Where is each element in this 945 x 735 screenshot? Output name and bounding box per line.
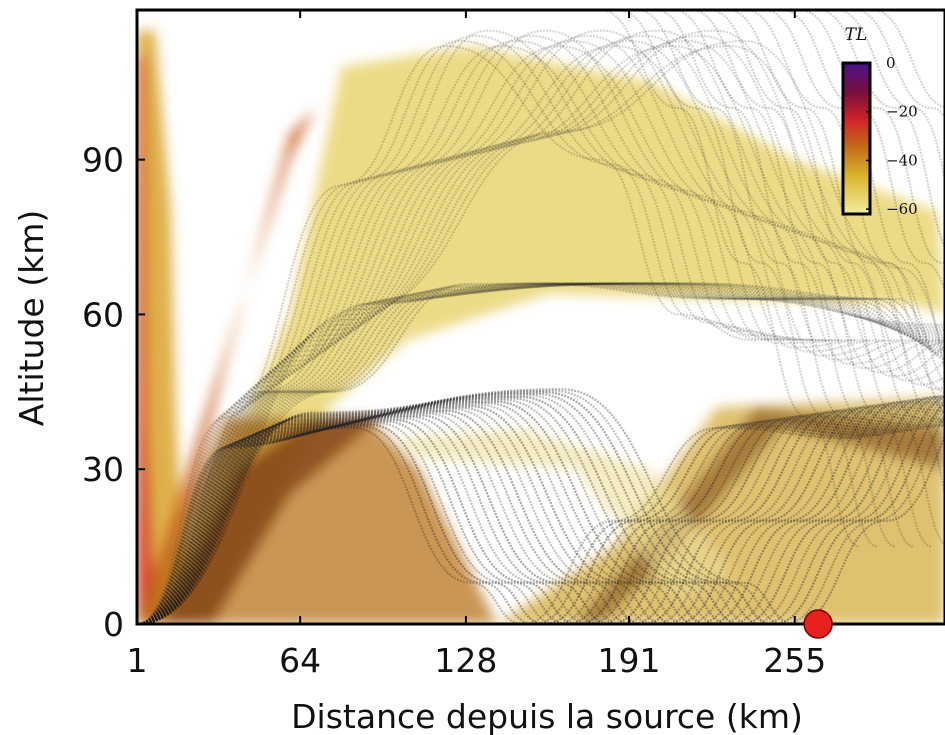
colorbar-tick-label: −40	[886, 151, 918, 169]
ray-path	[137, 45, 945, 624]
colorbar-tick-label: 0	[886, 54, 896, 72]
ray-path	[137, 426, 860, 624]
ray-path	[137, 282, 945, 624]
y-tick-label: 60	[82, 295, 124, 334]
ray-path	[137, 409, 945, 624]
ray-path	[137, 39, 828, 624]
colorbar-tick-label: −60	[886, 200, 918, 218]
ray-path	[137, 39, 885, 624]
colorbar: TL 0 −20 −40 −60	[841, 25, 918, 218]
tl-upper-lobe	[155, 46, 945, 624]
ray-path	[137, 282, 945, 624]
ray-path	[137, 29, 799, 624]
ray-path	[137, 282, 945, 624]
x-axis: 1 64 128 191 255	[127, 10, 826, 680]
ray-paths	[137, 10, 945, 624]
ray-path	[137, 39, 945, 624]
colorbar-gradient	[841, 61, 872, 216]
ray-path	[137, 282, 945, 624]
ray-path	[137, 45, 945, 624]
ray-path	[137, 402, 945, 624]
ray-path	[137, 408, 945, 624]
ray-path	[137, 34, 945, 624]
ray-path	[137, 282, 945, 624]
x-axis-title: Distance depuis la source (km)	[291, 697, 803, 735]
ray-path	[137, 414, 945, 624]
plot-area	[137, 10, 945, 624]
ray-path	[137, 39, 771, 624]
ray-path	[137, 29, 913, 624]
colorbar-title: TL	[845, 25, 868, 45]
ray-path	[137, 45, 927, 624]
ray-path	[137, 34, 842, 624]
plot-frame	[135, 8, 945, 626]
ray-path	[137, 282, 945, 624]
ray-path	[137, 282, 945, 624]
ray-path	[137, 415, 936, 624]
ray-path	[137, 282, 945, 624]
ray-path	[137, 45, 756, 624]
ray-path	[137, 34, 899, 624]
y-tick-label: 90	[82, 141, 124, 180]
ray-path	[137, 45, 870, 624]
x-tick-label: 64	[279, 641, 321, 680]
ray-path	[137, 398, 945, 624]
ray-path	[137, 34, 785, 624]
y-axis-title: Altitude (km)	[12, 210, 51, 426]
ray-path	[137, 282, 945, 624]
y-axis: 0 30 60 90	[82, 141, 145, 644]
ray-path	[137, 422, 893, 624]
ray-path	[137, 425, 871, 624]
ray-path	[137, 411, 945, 624]
ray-path	[137, 395, 945, 624]
ray-path	[137, 400, 945, 624]
ray-path	[137, 406, 945, 624]
ray-path	[137, 417, 925, 624]
ray-path	[137, 420, 904, 624]
ray-path	[137, 282, 945, 624]
ray-path	[137, 282, 945, 624]
x-tick-label: 255	[763, 641, 826, 680]
tl-lower-duct-2-core	[574, 407, 945, 624]
source-marker	[803, 609, 833, 639]
ray-path	[137, 29, 856, 624]
ray-path	[137, 29, 945, 624]
ray-path	[137, 388, 945, 624]
ray-path	[137, 397, 945, 624]
ray-path	[137, 282, 945, 624]
ray-path	[137, 412, 945, 624]
ray-path	[137, 34, 945, 624]
x-tick-label: 128	[434, 641, 497, 680]
ray-path	[137, 391, 945, 624]
colorbar-tick-label: −20	[886, 103, 918, 121]
tl-field	[137, 30, 945, 624]
tl-near-source-core	[137, 56, 156, 624]
ray-path	[137, 403, 945, 624]
y-tick-label: 30	[82, 450, 124, 489]
ray-path	[137, 405, 945, 624]
x-tick-label: 1	[127, 641, 148, 680]
tl-lower-duct-core	[160, 417, 381, 624]
tl-lower-duct-2	[496, 396, 945, 624]
ray-path	[137, 392, 945, 624]
ray-path	[137, 29, 945, 624]
ray-path	[137, 282, 945, 624]
ray-path	[137, 419, 914, 624]
ray-path	[137, 282, 945, 624]
x-tick-label: 191	[598, 641, 661, 680]
y-tick-label: 0	[103, 605, 124, 644]
colorbar-ticks: 0 −20 −40 −60	[866, 54, 918, 218]
ray-path	[137, 394, 945, 624]
ray-path	[137, 45, 813, 624]
tl-diagonal-band	[137, 108, 316, 624]
ray-path	[137, 389, 945, 624]
ray-path	[137, 39, 945, 624]
tl-mid-fill	[393, 427, 731, 599]
